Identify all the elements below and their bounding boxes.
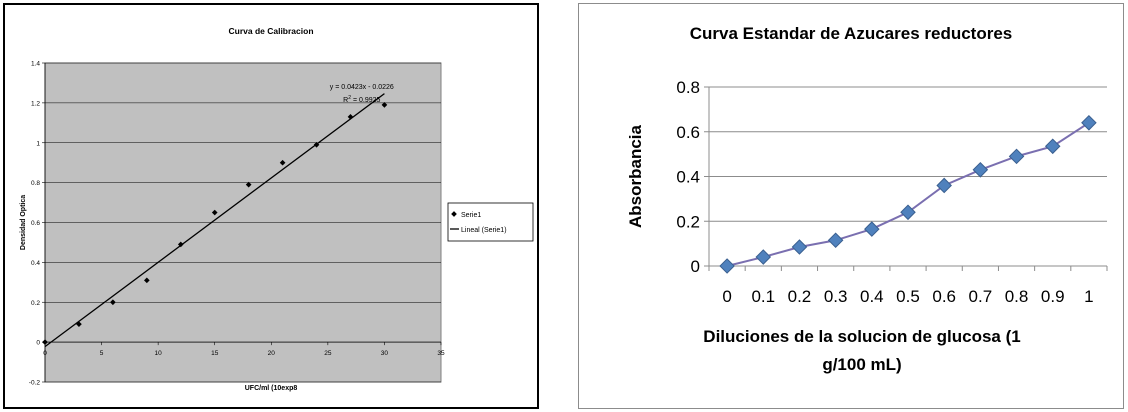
calibration-trendline: [44, 93, 385, 348]
glucose-data-point: [1008, 148, 1025, 165]
calibration-data-point: [76, 321, 82, 328]
glucose-x-axis-label-line1: Diluciones de la solucion de glucosa (1: [703, 327, 1020, 346]
glucose-x-tick-label: 0.6: [932, 287, 956, 306]
regression-equation: y = 0.0423x - 0.0226: [330, 84, 394, 91]
glucose-x-tick-label: 0.8: [1005, 287, 1029, 306]
glucose-chart: Curva Estandar de Azucares reductores 0 0…: [626, 24, 1108, 374]
glucose-y-tick-label: 0.6: [676, 123, 700, 142]
glucose-y-tick-label: 0: [691, 257, 700, 276]
calibration-y-tick-label: -0.2: [29, 380, 41, 387]
glucose-x-tick-label: 0.7: [969, 287, 993, 306]
glucose-chart-title: Curva Estandar de Azucares reductores: [690, 24, 1013, 43]
glucose-series-line: [726, 121, 1090, 267]
glucose-chart-panel: Curva Estandar de Azucares reductores 0 0…: [578, 3, 1124, 409]
glucose-data-point: [791, 239, 808, 255]
calibration-y-tick-label: 0.6: [31, 220, 40, 227]
glucose-data-point: [719, 258, 735, 274]
glucose-data-point: [936, 177, 952, 194]
calibration-y-axis-label: Densidad Optica: [20, 195, 27, 250]
calibration-x-tick-label: 25: [324, 350, 332, 357]
glucose-x-tick-label: 0: [722, 287, 731, 306]
glucose-data-point: [1081, 115, 1097, 131]
calibration-data-point: [211, 209, 218, 216]
calibration-x-tick-label: 0: [43, 350, 47, 357]
calibration-x-tick-label: 10: [155, 350, 163, 357]
calibration-chart-title: Curva de Calibracion: [228, 26, 313, 36]
calibration-y-tick-label: 0.2: [31, 300, 40, 307]
calibration-x-tick-label: 5: [100, 350, 104, 357]
calibration-chart: Curva de Calibracion -0.2 0 0.2 0.4 0.6 0.8 1 1…: [20, 26, 534, 392]
r-squared-annotation: R2 = 0.9925: [343, 95, 380, 104]
glucose-x-axis-label-line2: g/100 mL): [822, 355, 901, 374]
calibration-y-tick-label: 1.2: [31, 100, 40, 107]
calibration-data-point: [313, 141, 320, 148]
calibration-y-tick-label: 1.4: [31, 61, 40, 68]
glucose-x-tick-label: 0.1: [751, 287, 775, 306]
calibration-x-axis-label: UFC/ml (10exp8: [245, 385, 298, 392]
glucose-x-tick-label: 1: [1084, 287, 1093, 306]
glucose-data-point: [755, 249, 772, 265]
calibration-x-tick-label: 35: [437, 350, 445, 357]
glucose-data-point: [864, 221, 880, 237]
glucose-y-tick-label: 0.4: [676, 168, 700, 187]
calibration-legend: Serie1 Lineal (Serie1): [447, 202, 534, 242]
glucose-x-tick-label: 0.9: [1041, 287, 1065, 306]
calibration-x-tick-label: 30: [381, 350, 389, 357]
calibration-data-point: [347, 114, 354, 120]
glucose-data-point: [827, 232, 844, 249]
glucose-x-tick-label: 0.5: [896, 287, 920, 306]
glucose-y-axis-label: Absorbancia: [626, 124, 645, 228]
calibration-data-point: [110, 299, 116, 306]
glucose-data-point: [900, 204, 916, 221]
legend-marker-icon: [451, 211, 457, 217]
calibration-data-point: [245, 181, 252, 188]
calibration-data-point: [144, 277, 150, 284]
calibration-data-point: [381, 102, 388, 108]
calibration-chart-panel: Curva de Calibracion -0.2 0 0.2 0.4 0.6 0.8 1 1…: [3, 3, 539, 409]
glucose-y-tick-label: 0.8: [676, 78, 700, 97]
glucose-x-tick-label: 0.2: [788, 287, 812, 306]
calibration-x-tick-label: 20: [268, 350, 276, 357]
calibration-data-point: [177, 241, 184, 248]
calibration-data-point: [279, 159, 286, 166]
glucose-data-point: [1044, 138, 1061, 155]
glucose-data-point: [972, 162, 989, 178]
calibration-y-tick-label: 1: [36, 140, 40, 147]
calibration-y-tick-label: 0.8: [31, 180, 40, 187]
calibration-y-tick-label: 0.4: [31, 260, 40, 267]
glucose-y-tick-label: 0.2: [676, 212, 700, 231]
legend-trendline-label: Lineal (Serie1): [461, 227, 507, 234]
glucose-x-tick-label: 0.4: [860, 287, 884, 306]
calibration-x-tick-label: 15: [211, 350, 219, 357]
legend-series-label: Serie1: [461, 212, 481, 219]
calibration-y-tick-label: 0: [36, 340, 40, 347]
glucose-x-tick-label: 0.3: [824, 287, 848, 306]
